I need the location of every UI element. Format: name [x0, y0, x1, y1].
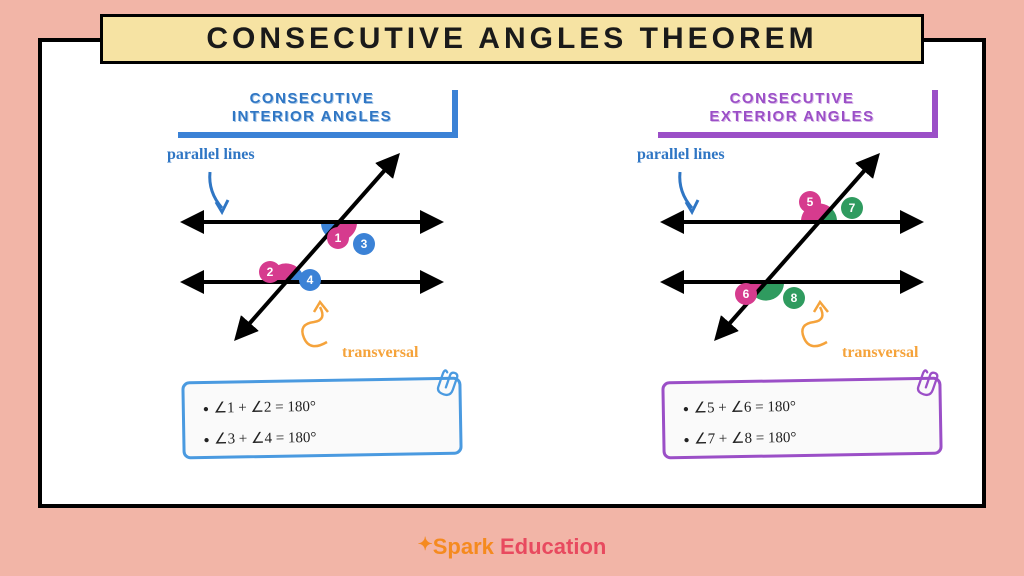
logo-education: Education	[494, 534, 606, 559]
main-card: CONSECUTIVE INTERIOR ANGLES parallel lin…	[38, 38, 986, 508]
angle-label-5: 5	[799, 191, 821, 213]
exterior-diagram: 5 6 7 8	[612, 142, 972, 362]
svg-text:4: 4	[307, 273, 314, 287]
spark-education-logo: ✦Spark Education	[0, 534, 1024, 560]
paperclip-icon	[434, 365, 465, 401]
exterior-equations-box: ∠5 + ∠6 = 180° ∠7 + ∠8 = 180°	[661, 377, 942, 460]
page-title: CONSECUTIVE ANGLES THEOREM	[206, 22, 817, 56]
exterior-equation-2: ∠7 + ∠8 = 180°	[683, 421, 921, 456]
svg-text:1: 1	[335, 231, 342, 245]
svg-text:8: 8	[791, 291, 798, 305]
angle-label-6: 6	[735, 283, 757, 305]
angle-label-3: 3	[353, 233, 375, 255]
title-banner: CONSECUTIVE ANGLES THEOREM	[100, 14, 924, 64]
paperclip-icon	[914, 365, 945, 401]
svg-text:5: 5	[807, 195, 814, 209]
logo-spark: Spark	[433, 534, 494, 559]
angle-label-1: 1	[327, 227, 349, 249]
svg-text:6: 6	[743, 287, 750, 301]
interior-subtitle-line2: INTERIOR ANGLES	[232, 108, 392, 125]
interior-equations-box: ∠1 + ∠2 = 180° ∠3 + ∠4 = 180°	[181, 377, 462, 460]
svg-text:2: 2	[267, 265, 274, 279]
interior-subtitle-line1: CONSECUTIVE	[250, 90, 375, 107]
angle-label-8: 8	[783, 287, 805, 309]
interior-diagram: 1 2 3 4	[132, 142, 492, 362]
interior-subtitle: CONSECUTIVE INTERIOR ANGLES	[172, 84, 452, 132]
interior-equation-1: ∠1 + ∠2 = 180°	[203, 390, 441, 425]
exterior-equation-1: ∠5 + ∠6 = 180°	[683, 390, 921, 425]
angle-label-7: 7	[841, 197, 863, 219]
exterior-subtitle-line1: CONSECUTIVE	[730, 90, 855, 107]
svg-text:7: 7	[849, 201, 856, 215]
star-icon: ✦	[418, 534, 433, 554]
exterior-subtitle: CONSECUTIVE EXTERIOR ANGLES	[652, 84, 932, 132]
interior-equation-2: ∠3 + ∠4 = 180°	[203, 421, 441, 456]
angle-label-4: 4	[299, 269, 321, 291]
svg-text:3: 3	[361, 237, 368, 251]
angle-label-2: 2	[259, 261, 281, 283]
exterior-subtitle-line2: EXTERIOR ANGLES	[709, 108, 874, 125]
